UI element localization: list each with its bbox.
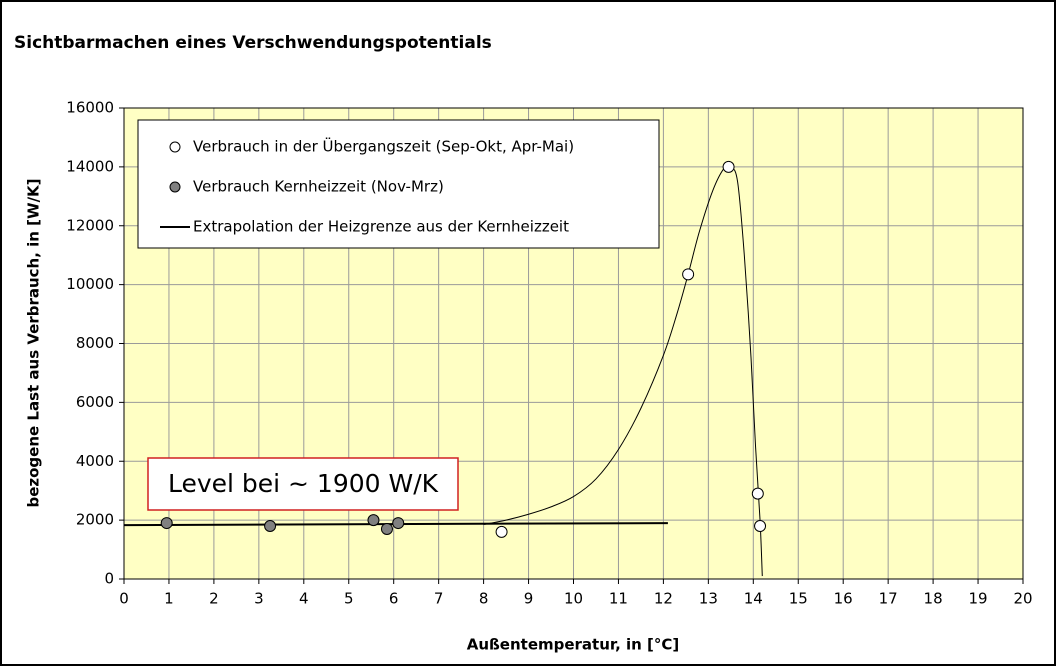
- data-point: [264, 520, 277, 533]
- x-tick-label: 12: [654, 590, 673, 608]
- trend-curve: [483, 164, 763, 577]
- legend-label: Verbrauch in der Übergangszeit (Sep-Okt,…: [193, 137, 574, 156]
- x-tick-label: 10: [564, 590, 583, 608]
- y-tick-label: 4000: [76, 452, 114, 470]
- y-tick-label: 16000: [66, 99, 114, 117]
- x-tick-label: 17: [879, 590, 898, 608]
- y-tick-label: 8000: [76, 334, 114, 352]
- y-tick-label: 6000: [76, 393, 114, 411]
- x-tick-label: 7: [434, 590, 444, 608]
- y-tick-label: 12000: [66, 216, 114, 234]
- legend-marker: [169, 141, 181, 153]
- x-tick-label: 16: [834, 590, 853, 608]
- x-tick-label: 5: [344, 590, 354, 608]
- x-tick-label: 8: [479, 590, 489, 608]
- x-tick-label: 11: [609, 590, 628, 608]
- annotation: Level bei ~ 1900 W/K: [168, 469, 439, 498]
- x-tick-label: 1: [164, 590, 174, 608]
- x-tick-label: 0: [119, 590, 129, 608]
- data-point: [392, 517, 405, 530]
- data-point: [380, 522, 393, 535]
- x-tick-label: 2: [209, 590, 219, 608]
- y-tick-label: 0: [104, 570, 114, 588]
- plot-border: [123, 107, 1024, 580]
- x-tick-label: 14: [744, 590, 763, 608]
- y-axis-label: bezogene Last aus Verbrauch, in [W/K]: [25, 178, 43, 507]
- data-point: [367, 514, 380, 527]
- x-tick-label: 3: [254, 590, 264, 608]
- legend: [137, 119, 660, 249]
- chart-title: Sichtbarmachen eines Verschwendungspoten…: [14, 33, 492, 53]
- data-point: [495, 525, 508, 538]
- annotation-box: [147, 457, 459, 511]
- x-tick-label: 18: [924, 590, 943, 608]
- data-point: [682, 268, 695, 281]
- data-point: [751, 487, 764, 500]
- x-tick-label: 15: [789, 590, 808, 608]
- data-point: [160, 517, 173, 530]
- data-point: [722, 160, 735, 173]
- x-tick-label: 6: [389, 590, 399, 608]
- x-tick-label: 20: [1013, 590, 1032, 608]
- legend-label: Verbrauch Kernheizzeit (Nov-Mrz): [193, 178, 444, 196]
- legend-label: Extrapolation der Heizgrenze aus der Ker…: [193, 218, 569, 236]
- legend-marker: [169, 181, 181, 193]
- x-tick-label: 4: [299, 590, 309, 608]
- x-axis-label: Außentemperatur, in [°C]: [467, 636, 680, 654]
- y-tick-label: 2000: [76, 511, 114, 529]
- y-tick-label: 14000: [66, 157, 114, 175]
- x-tick-label: 19: [969, 590, 988, 608]
- x-tick-label: 9: [524, 590, 534, 608]
- y-tick-label: 10000: [66, 275, 114, 293]
- x-tick-label: 13: [699, 590, 718, 608]
- data-point: [754, 520, 767, 533]
